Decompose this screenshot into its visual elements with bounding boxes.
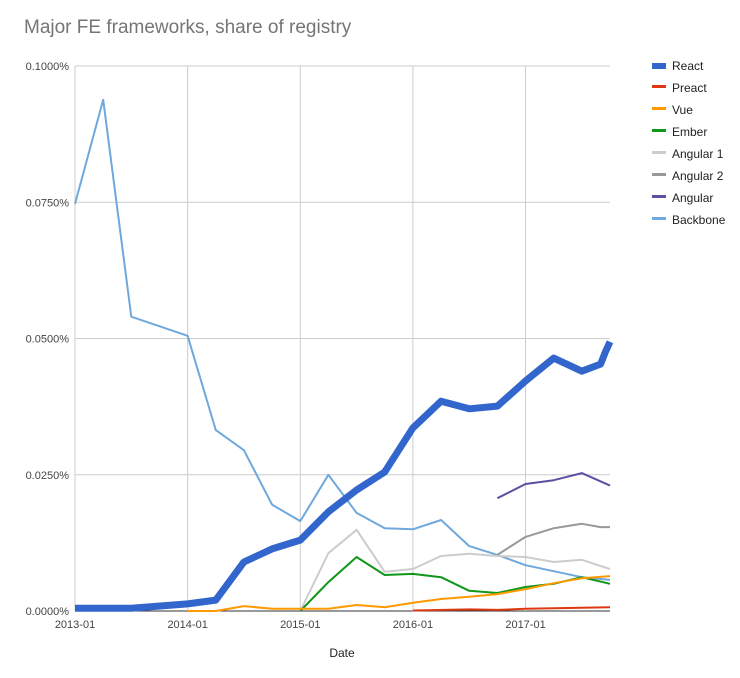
legend-label: Vue — [672, 103, 693, 117]
legend-swatch — [652, 195, 666, 198]
y-tick-label: 0.0750% — [26, 197, 70, 209]
series-line-ember — [299, 556, 611, 612]
x-tick-label: 2016-01 — [393, 619, 433, 631]
series-line-angular — [496, 472, 611, 500]
y-tick-label: 0.0250% — [26, 470, 70, 482]
legend-swatch — [652, 107, 666, 110]
series-line-angular-2 — [496, 522, 610, 556]
y-tick-label: 0.0500% — [26, 334, 70, 346]
legend-item: Ember — [652, 125, 707, 139]
legend-label: React — [672, 59, 704, 73]
legend-item: Vue — [652, 103, 693, 117]
series-line-preact — [412, 606, 611, 612]
x-tick-label: 2014-01 — [167, 619, 207, 631]
legend-label: Angular — [672, 191, 713, 205]
x-tick-label: 2015-01 — [280, 619, 320, 631]
legend-label: Angular 1 — [672, 147, 724, 161]
legend-item: Preact — [652, 81, 707, 95]
legend-swatch — [652, 63, 666, 69]
legend-label: Preact — [672, 81, 707, 95]
series-line-angular-1 — [299, 528, 611, 612]
x-axis-label: Date — [329, 646, 355, 660]
legend-label: Ember — [672, 125, 707, 139]
legend-swatch — [652, 151, 666, 154]
x-tick-label: 2013-01 — [55, 619, 95, 631]
series-line-backbone — [74, 98, 611, 581]
legend-label: Backbone — [672, 213, 726, 227]
chart-title: Major FE frameworks, share of registry — [24, 17, 352, 38]
series-line-react — [75, 340, 614, 612]
legend-swatch — [652, 129, 666, 132]
legend-item: Backbone — [652, 213, 726, 227]
x-tick-label: 2017-01 — [505, 619, 545, 631]
legend-swatch — [652, 173, 666, 176]
legend-label: Angular 2 — [672, 169, 724, 183]
series-line-vue — [187, 575, 611, 612]
y-tick-label: 0.0000% — [26, 606, 70, 618]
legend-swatch — [652, 217, 666, 220]
legend-item: Angular — [652, 191, 713, 205]
legend-item: React — [652, 59, 704, 73]
legend-item: Angular 1 — [652, 147, 724, 161]
legend-item: Angular 2 — [652, 169, 724, 183]
y-tick-label: 0.1000% — [26, 61, 70, 73]
legend-swatch — [652, 85, 666, 88]
